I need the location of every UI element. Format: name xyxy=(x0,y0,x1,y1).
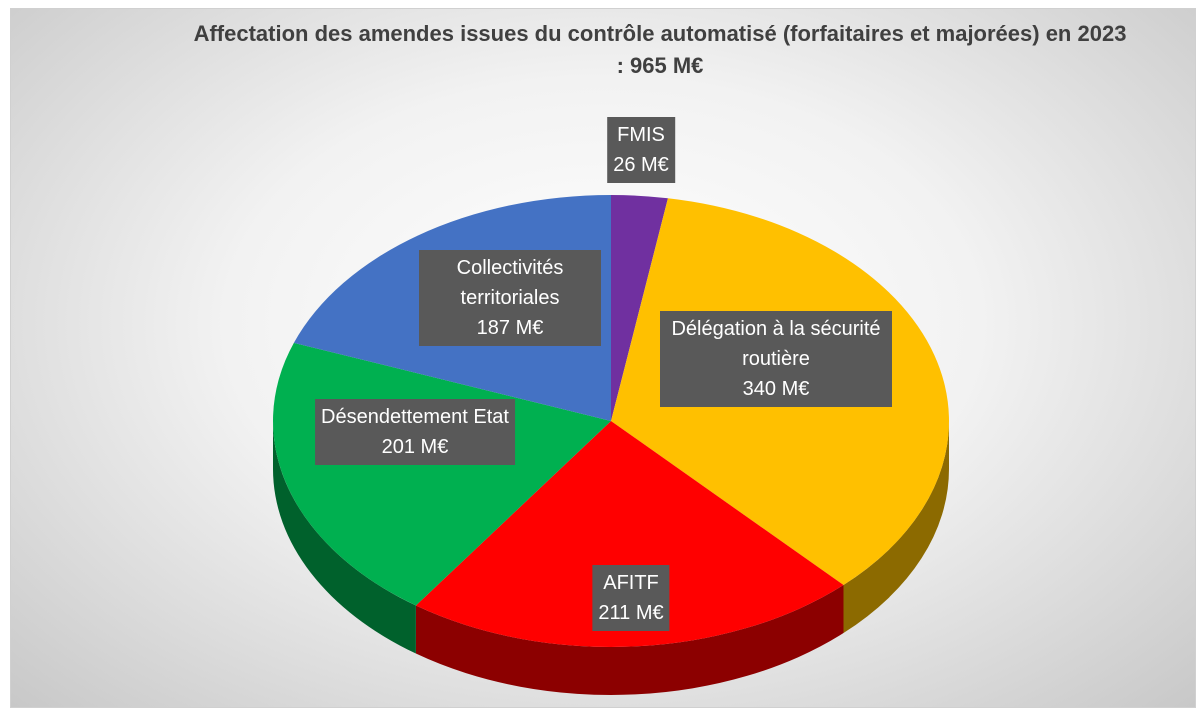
category-label: FMIS xyxy=(617,124,665,146)
slice xyxy=(611,195,668,421)
data-label: Délégation à la sécurité routière 340 M€ xyxy=(660,311,892,407)
value-label: 201 M€ xyxy=(381,436,449,458)
data-label: Désendettement Etat 201 M€ xyxy=(315,399,515,465)
value-label: 340 M€ xyxy=(742,378,810,400)
slice xyxy=(415,421,844,648)
category-label: Désendettement Etat xyxy=(321,406,509,428)
slice-side xyxy=(415,585,844,695)
data-label: Collectivités territoriales 187 M€ xyxy=(419,250,601,346)
slice-side xyxy=(273,421,416,654)
chart-title: Affectation des amendes issues du contrô… xyxy=(193,21,1127,78)
category-label: AFITF xyxy=(603,572,659,594)
category-label: Délégation à la sécurité routière xyxy=(671,318,881,370)
category-label: Collectivités territoriales xyxy=(456,257,564,309)
data-label: AFITF 211 M€ xyxy=(592,565,670,631)
data-label: FMIS 26 M€ xyxy=(607,117,675,183)
slice-side xyxy=(843,421,949,634)
value-label: 211 M€ xyxy=(598,602,664,624)
value-label: 187 M€ xyxy=(476,317,544,339)
value-label: 26 M€ xyxy=(613,154,669,176)
